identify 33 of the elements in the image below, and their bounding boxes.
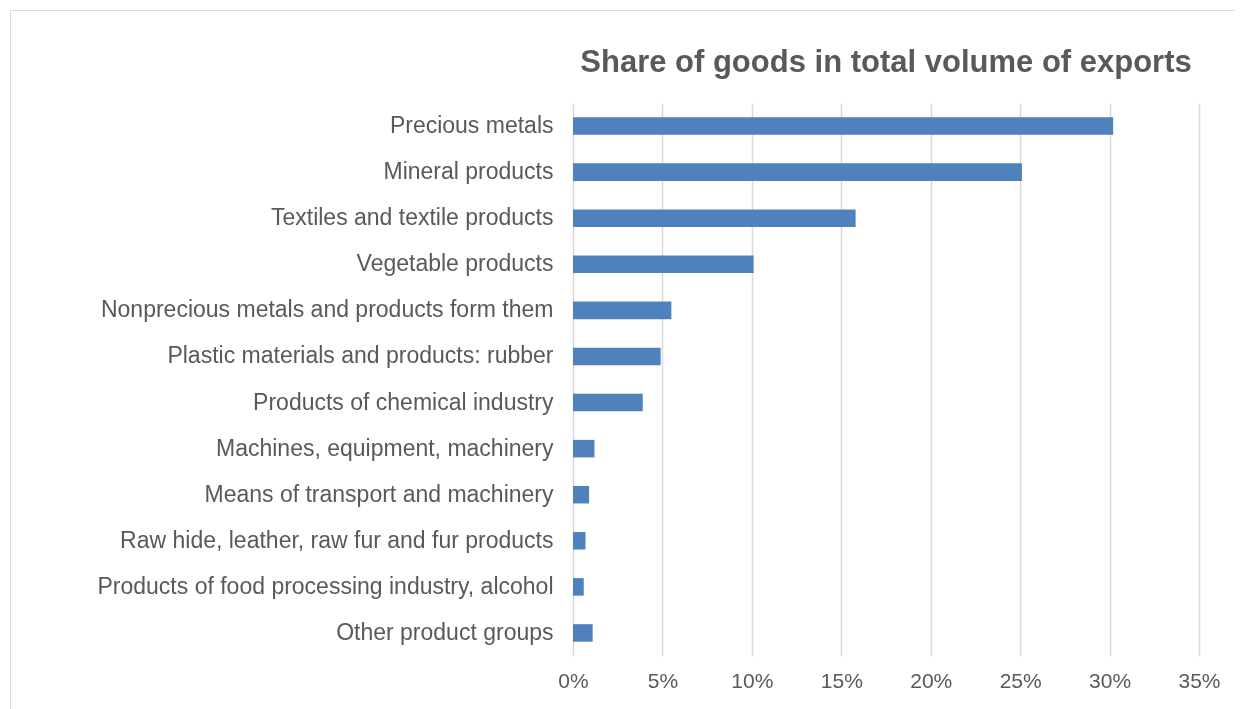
y-tick-label: Machines, equipment, machinery	[216, 434, 554, 461]
y-tick-label: Precious metals	[389, 112, 554, 139]
bar	[573, 532, 586, 550]
bar	[573, 117, 1114, 135]
x-tick-label: 10%	[731, 668, 774, 692]
bar	[573, 578, 584, 596]
x-tick-label: 20%	[910, 668, 953, 692]
bar	[573, 163, 1022, 181]
x-tick-label: 35%	[1178, 668, 1221, 692]
x-tick-label: 5%	[647, 668, 679, 692]
bar	[573, 485, 590, 504]
bar	[573, 393, 643, 412]
y-tick-label: Plastic materials and products: rubber	[167, 342, 554, 369]
x-tick-label: 0%	[558, 668, 589, 692]
bar	[573, 624, 593, 642]
y-tick-label: Other product groups	[336, 618, 554, 645]
bar	[573, 439, 595, 458]
y-tick-label: Raw hide, leather, raw fur and fur products	[120, 526, 554, 553]
y-tick-label: Vegetable products	[356, 250, 554, 277]
y-tick-label: Mineral products	[383, 158, 554, 185]
bar	[573, 255, 754, 274]
y-tick-label: Textiles and textile products	[270, 204, 554, 231]
x-tick-label: 30%	[1089, 668, 1132, 692]
y-tick-label: Products of chemical industry	[253, 388, 554, 415]
x-tick-label: 25%	[999, 668, 1042, 692]
chart-title: Share of goods in total volume of exports	[580, 44, 1192, 79]
bar	[573, 301, 672, 320]
y-tick-label: Means of transport and machinery	[204, 480, 554, 507]
y-tick-label: Nonprecious metals and products form them	[100, 296, 554, 323]
bar	[573, 209, 856, 227]
x-tick-label: 15%	[820, 668, 863, 692]
bar	[573, 347, 661, 366]
y-tick-label: Products of food processing industry, alcohol	[97, 572, 554, 599]
